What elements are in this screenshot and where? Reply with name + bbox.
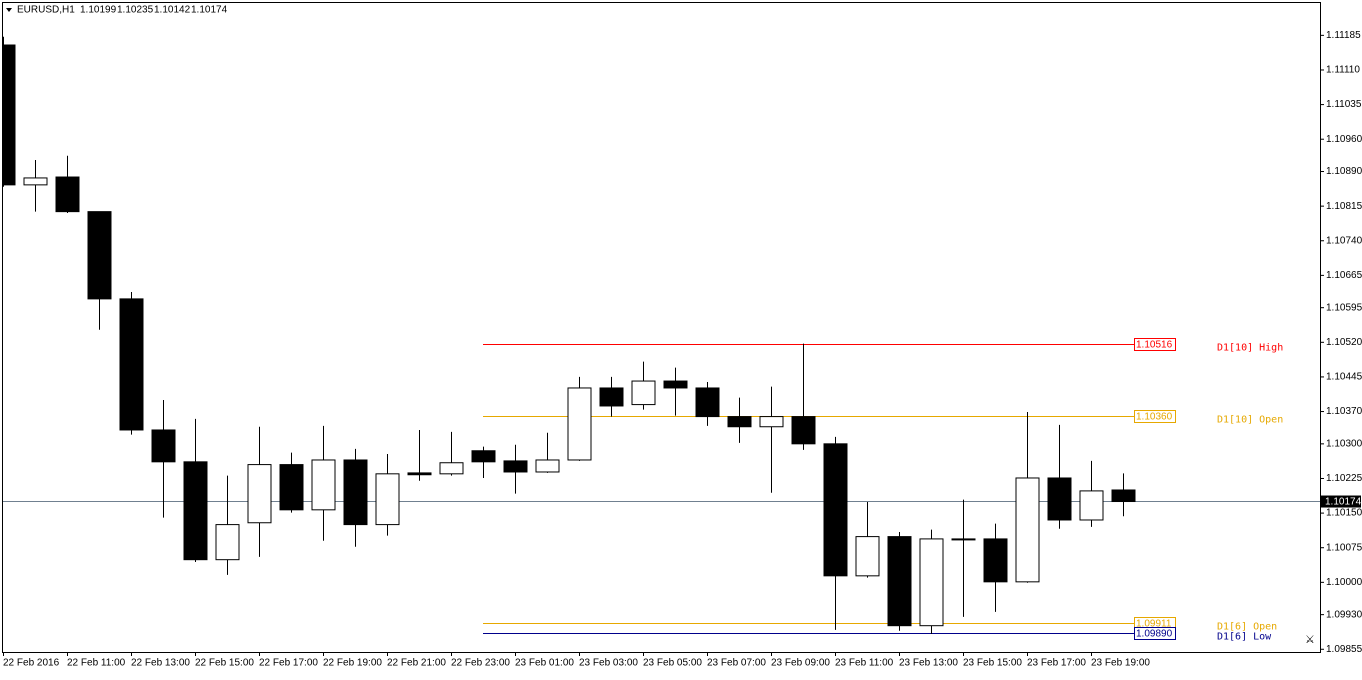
x-tick-label: 22 Feb 21:00 xyxy=(387,658,446,669)
current-price-label: 1.10174 xyxy=(1325,497,1362,508)
y-tick-label: 1.10300 xyxy=(1326,439,1362,450)
x-tick-label: 23 Feb 17:00 xyxy=(1027,658,1086,669)
y-tick-label: 1.10075 xyxy=(1326,542,1362,553)
quote-value: 1.10174 xyxy=(191,5,228,16)
bull-body xyxy=(23,177,48,186)
y-tick-label: 1.10595 xyxy=(1326,302,1362,313)
bear-body xyxy=(183,461,208,561)
bear-body xyxy=(663,380,688,389)
y-tick-label: 1.10370 xyxy=(1326,406,1362,417)
bull-body xyxy=(311,459,336,511)
x-tick-label: 23 Feb 03:00 xyxy=(579,658,638,669)
y-tick-label: 1.10445 xyxy=(1326,372,1362,383)
bull-body xyxy=(439,462,464,475)
bear-body xyxy=(119,298,144,431)
level-value-box xyxy=(1134,410,1176,423)
bear-body xyxy=(279,464,304,511)
bear-body xyxy=(503,460,528,473)
bear-body xyxy=(151,429,176,463)
x-tick-label: 23 Feb 01:00 xyxy=(515,658,574,669)
quote-value: 1.10142 xyxy=(154,5,191,16)
bull-body xyxy=(215,524,240,561)
bear-body xyxy=(1111,489,1136,503)
bull-body xyxy=(535,459,560,473)
quote-value: 1.10235 xyxy=(117,5,154,16)
bear-body xyxy=(55,176,80,213)
level-name: D1[10] Open xyxy=(1217,415,1283,426)
bear-body xyxy=(727,416,752,428)
x-tick-label: 22 Feb 17:00 xyxy=(259,658,318,669)
bull-body xyxy=(919,538,944,627)
bear-body xyxy=(3,44,16,186)
bear-body xyxy=(87,211,112,300)
level-value: 1.10360 xyxy=(1136,412,1173,423)
bear-body xyxy=(599,387,624,407)
y-tick-label: 1.10890 xyxy=(1326,166,1362,177)
y-tick-label: 1.10225 xyxy=(1326,473,1362,484)
bull-body xyxy=(567,387,592,461)
bull-body xyxy=(759,416,784,428)
bull-body xyxy=(1015,477,1040,583)
y-tick-label: 1.10815 xyxy=(1326,201,1362,212)
y-tick-label: 1.11185 xyxy=(1326,30,1361,41)
quote-value: 1.10199 xyxy=(80,5,117,16)
y-tick-label: 1.09930 xyxy=(1326,609,1362,620)
level-value-box xyxy=(1134,338,1176,351)
x-tick-label: 23 Feb 19:00 xyxy=(1091,658,1150,669)
bear-body xyxy=(343,459,368,526)
y-tick-label: 1.10665 xyxy=(1326,270,1362,281)
bear-body xyxy=(887,536,912,627)
bull-body xyxy=(855,536,880,577)
level-value: 1.09890 xyxy=(1136,629,1173,640)
bear-body xyxy=(695,387,720,418)
symbol-title: EURUSD,H1 xyxy=(17,5,75,16)
bull-body xyxy=(375,473,400,526)
y-tick-label: 1.10960 xyxy=(1326,134,1362,145)
level-name: D1[6] Open xyxy=(1217,622,1277,633)
y-tick-label: 1.10520 xyxy=(1326,337,1362,348)
x-tick-label: 22 Feb 15:00 xyxy=(195,658,254,669)
bull-body xyxy=(631,380,656,406)
x-tick-label: 23 Feb 09:00 xyxy=(771,658,830,669)
bear-body xyxy=(407,472,432,476)
y-tick-label: 1.11035 xyxy=(1326,99,1362,110)
x-tick-label: 23 Feb 07:00 xyxy=(707,658,766,669)
bull-body xyxy=(1079,490,1104,521)
y-tick-label: 1.10740 xyxy=(1326,235,1362,246)
bull-body xyxy=(247,464,272,524)
x-tick-label: 23 Feb 05:00 xyxy=(643,658,702,669)
x-tick-label: 22 Feb 23:00 xyxy=(451,658,510,669)
x-tick-label: 22 Feb 2016 xyxy=(3,658,60,669)
x-tick-label: 22 Feb 11:00 xyxy=(67,658,126,669)
menu-arrow[interactable] xyxy=(6,8,12,12)
bull-body xyxy=(951,538,976,541)
x-tick-label: 22 Feb 13:00 xyxy=(131,658,190,669)
x-tick-label: 23 Feb 15:00 xyxy=(963,658,1022,669)
level-value-box xyxy=(1134,627,1176,640)
plot-area xyxy=(3,36,1320,634)
bear-body xyxy=(1047,477,1072,521)
bear-body xyxy=(983,538,1008,583)
bear-body xyxy=(823,443,848,577)
bear-body xyxy=(471,450,496,463)
current-price-box xyxy=(1320,495,1361,508)
level-name: D1[10] High xyxy=(1217,343,1283,354)
y-tick-label: 1.09855 xyxy=(1326,644,1362,655)
level-name: D1[6] Low xyxy=(1217,632,1272,643)
x-tick-label: 23 Feb 13:00 xyxy=(899,658,958,669)
y-tick-label: 1.10000 xyxy=(1326,577,1362,588)
x-tick-label: 23 Feb 11:00 xyxy=(835,658,894,669)
level-value: 1.10516 xyxy=(1136,340,1173,351)
level-value: 1.09911 xyxy=(1136,619,1172,630)
x-tick-label: 22 Feb 19:00 xyxy=(323,658,382,669)
y-tick-label: 1.10150 xyxy=(1326,508,1362,519)
y-tick-label: 1.11110 xyxy=(1326,65,1360,76)
bear-body xyxy=(791,416,816,445)
close-icon[interactable]: ⚔ xyxy=(1305,634,1315,646)
